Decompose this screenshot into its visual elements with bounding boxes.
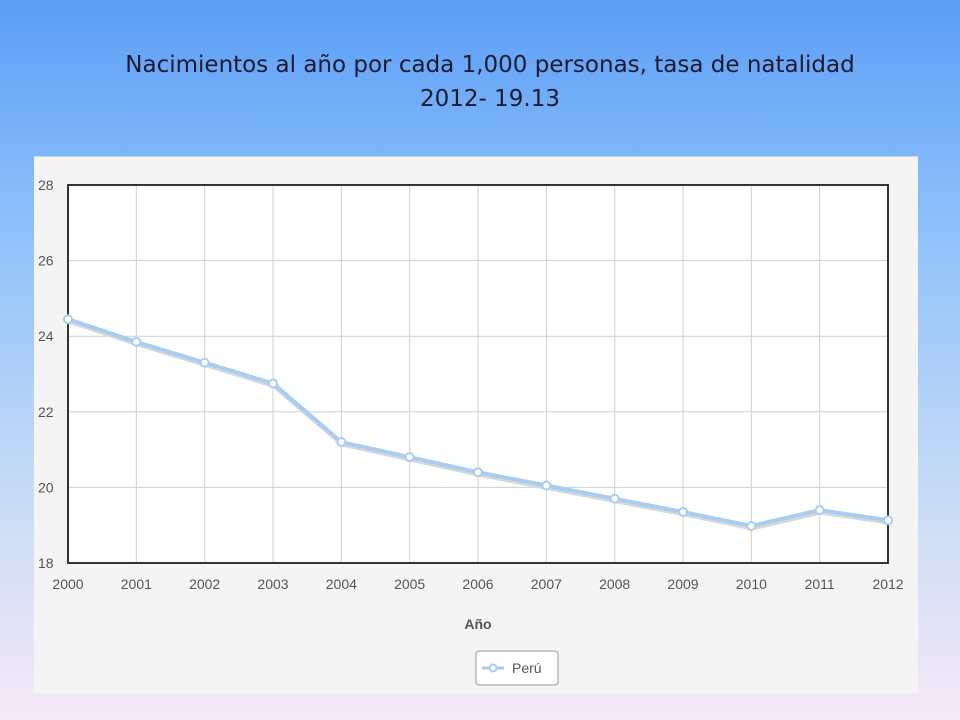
y-tick-label: 20 [38, 479, 54, 495]
data-point [336, 437, 347, 448]
x-tick-label: 2009 [667, 576, 698, 592]
chart-panel: 18 20 22 24 26 28 2000 2001 2002 2003 2004 2005 200… [34, 156, 918, 693]
legend-marker-swatch [488, 663, 498, 673]
x-axis-title: Año [464, 616, 491, 632]
data-point [883, 515, 893, 526]
plot-border [67, 184, 889, 564]
data-point [678, 506, 688, 517]
x-tick-label: 2007 [531, 576, 562, 592]
slide-title-line-2: 2012- 19.13 [420, 86, 560, 112]
data-point [473, 467, 483, 478]
data-point [199, 357, 210, 368]
slide-title: Nacimientos al año por cada 1,000 person… [60, 48, 920, 116]
x-tick-label: 2012 [872, 576, 903, 592]
slide-title-line-1: Nacimientos al año por cada 1,000 person… [125, 52, 855, 78]
x-axis-ticks: 2000 2001 2002 2003 2004 2005 2006 2007 2008 2009… [52, 576, 903, 592]
data-point [746, 520, 757, 531]
legend-label: Perú [512, 660, 542, 676]
legend-box [475, 650, 559, 686]
x-tick-label: 2006 [462, 576, 493, 592]
x-tick-label: 2005 [394, 576, 425, 592]
data-point [404, 452, 415, 463]
x-tick-label: 2010 [736, 576, 767, 592]
y-axis-ticks: 18 20 22 24 26 28 [38, 177, 54, 571]
x-tick-label: 2008 [599, 576, 630, 592]
data-point [131, 336, 142, 347]
x-tick-label: 2004 [326, 576, 357, 592]
y-tick-label: 22 [38, 404, 54, 420]
x-tick-label: 2000 [52, 576, 83, 592]
data-point [814, 505, 825, 516]
y-tick-label: 26 [38, 253, 54, 269]
series-peru [63, 314, 893, 531]
y-tick-label: 28 [38, 177, 54, 193]
data-point [609, 493, 620, 504]
x-tick-label: 2002 [189, 576, 220, 592]
x-tick-label: 2003 [257, 576, 288, 592]
grid-lines [67, 184, 889, 564]
data-point [63, 314, 73, 325]
data-point [541, 480, 552, 491]
x-tick-label: 2001 [121, 576, 152, 592]
x-tick-label: 2011 [805, 576, 835, 592]
y-tick-label: 18 [38, 555, 54, 571]
y-tick-label: 24 [38, 328, 54, 344]
data-point [268, 378, 278, 389]
legend: Perú [475, 650, 559, 686]
